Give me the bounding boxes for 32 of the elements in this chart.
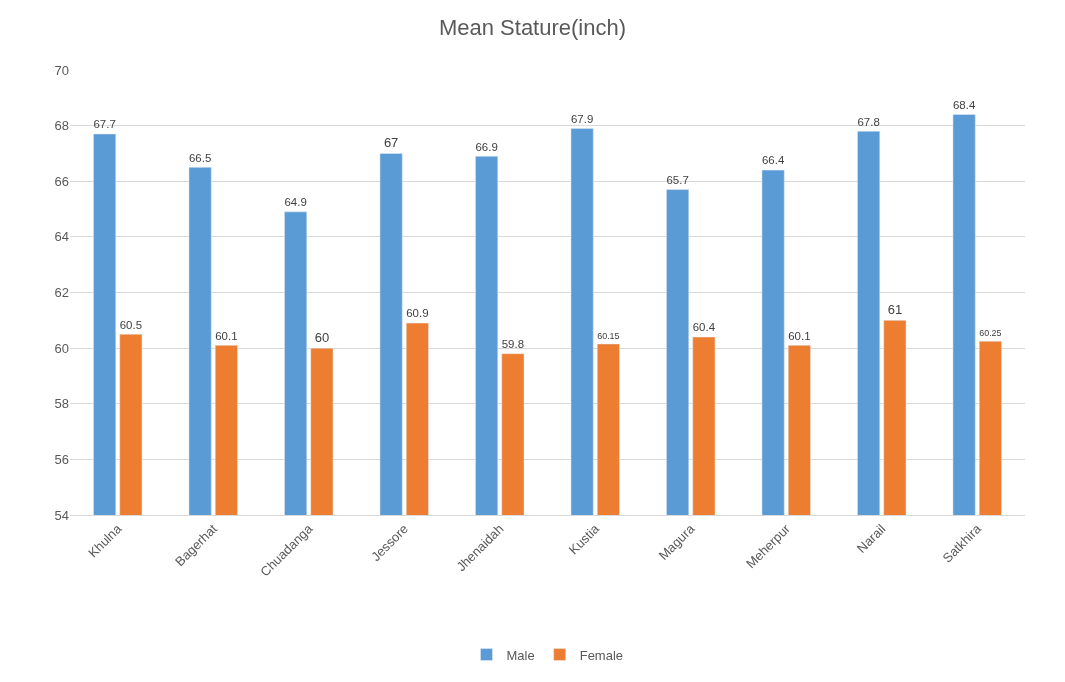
legend-label: Female <box>579 647 624 663</box>
data-label: 60 <box>314 330 330 346</box>
y-tick-label: 58 <box>54 396 69 412</box>
data-label: 60.15 <box>597 330 620 341</box>
data-label: 60.4 <box>692 321 716 334</box>
y-tick-label: 70 <box>54 62 69 78</box>
y-tick-label: 68 <box>54 118 69 134</box>
data-label: 59.8 <box>501 338 525 351</box>
data-label: 60.5 <box>119 318 143 331</box>
data-label: 60.1 <box>215 329 238 342</box>
data-label: 67 <box>383 135 399 151</box>
data-label: 66.4 <box>761 154 785 167</box>
y-tick-label: 64 <box>54 229 69 245</box>
data-label: 68.4 <box>952 98 976 111</box>
y-tick-label: 66 <box>54 173 69 189</box>
data-label: 60.25 <box>979 328 1002 339</box>
data-label: 67.7 <box>93 118 116 131</box>
data-label: 67.8 <box>857 115 880 128</box>
data-label: 66.5 <box>188 151 212 164</box>
data-label: 66.9 <box>475 140 498 153</box>
y-tick-label: 60 <box>54 340 69 356</box>
data-label: 60.1 <box>788 329 811 342</box>
data-label: 61 <box>887 302 903 318</box>
data-label: 64.9 <box>284 196 307 209</box>
y-tick-label: 62 <box>54 285 69 301</box>
data-label: 65.7 <box>666 173 689 186</box>
data-label: 60.9 <box>406 307 429 320</box>
y-tick-label: 56 <box>54 451 69 467</box>
chart-title: Mean Stature(inch) <box>438 15 627 40</box>
legend-label: Male <box>506 647 535 663</box>
data-label: 67.9 <box>570 112 594 125</box>
y-tick-label: 54 <box>54 507 69 523</box>
